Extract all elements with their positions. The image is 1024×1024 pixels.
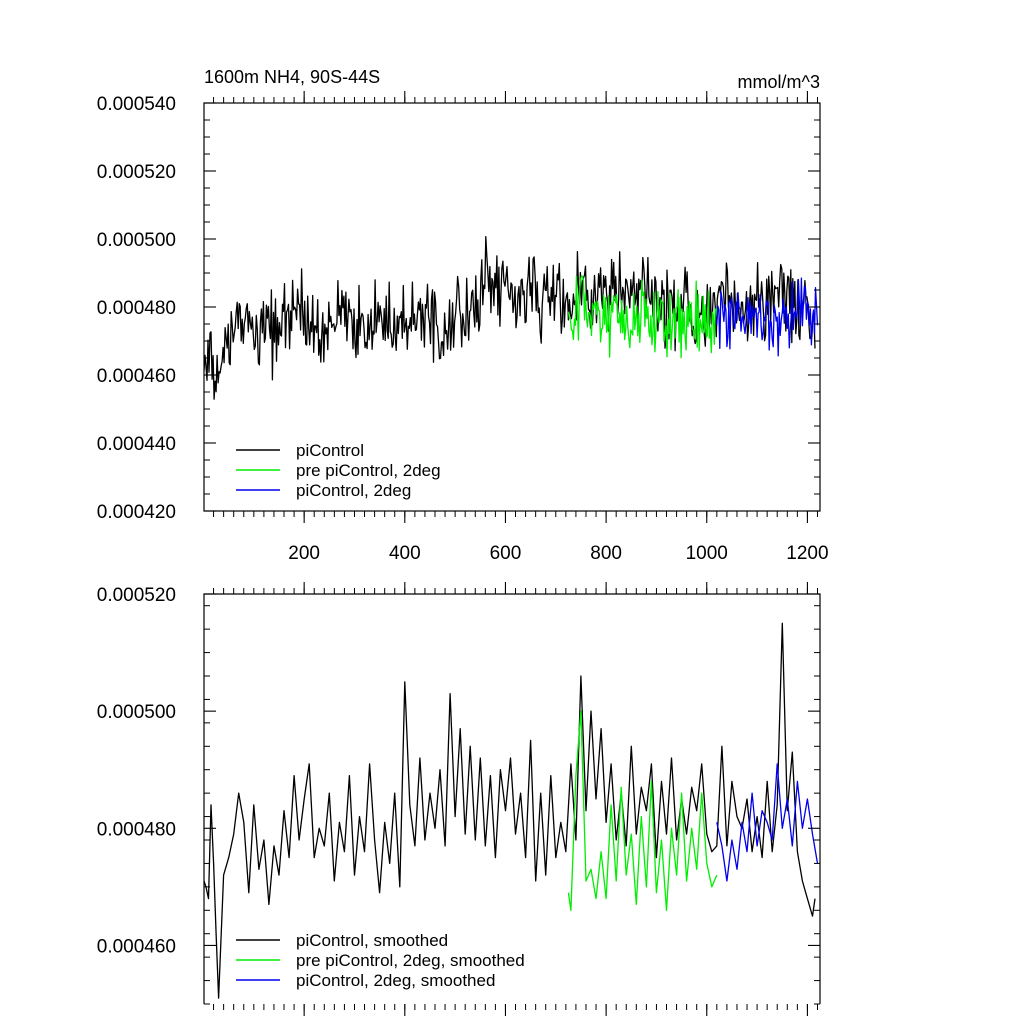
top-xtick-label: 1200: [786, 543, 828, 564]
top-ytick-label: 0.000420: [97, 502, 176, 523]
bottom-ytick-label: 0.000520: [97, 585, 176, 606]
top-legend-label-2: pre piControl, 2deg: [296, 461, 441, 480]
chart-title: 1600m NH4, 90S-44S: [204, 67, 380, 87]
top-ytick-label: 0.000440: [97, 434, 176, 455]
top-ytick-label: 0.000540: [97, 94, 176, 115]
bottom-series-line-1: [204, 622, 816, 999]
top-ytick-label: 0.000460: [97, 366, 176, 387]
bottom-series-lines: [204, 622, 819, 999]
top-series-lines: [204, 236, 819, 400]
bottom-ytick-label: 0.000480: [97, 819, 176, 840]
top-xtick-label: 1000: [686, 543, 728, 564]
bottom-legend-label-3: piControl, 2deg, smoothed: [296, 971, 495, 990]
bottom-ytick-label: 0.000500: [97, 702, 176, 723]
top-legend-label-1: piControl: [296, 441, 364, 460]
bottom-series-line-3: [716, 763, 819, 882]
bottom-axis-ticks: 0.000460 0.000480 0.000500 0.000520: [97, 582, 820, 1016]
top-legend-label-3: piControl, 2deg: [296, 481, 411, 500]
top-axis-ticks: 0.000420 0.000440 0.000460 0.000480 0.000500…: [97, 91, 829, 564]
bottom-legend-label-1: piControl, smoothed: [296, 931, 448, 950]
bottom-series-line-2: [567, 710, 718, 911]
bottom-ytick-label: 0.000460: [97, 936, 176, 957]
bottom-legend-label-2: pre piControl, 2deg, smoothed: [296, 951, 525, 970]
top-series-line-1: [204, 236, 816, 400]
top-xtick-label: 800: [590, 543, 622, 564]
top-xtick-label: 200: [288, 543, 320, 564]
top-series-line-3: [716, 277, 819, 357]
top-ytick-label: 0.000520: [97, 162, 176, 183]
top-ytick-label: 0.000500: [97, 230, 176, 251]
units-label: mmol/m^3: [738, 72, 820, 92]
bottom-chart: 0.000460 0.000480 0.000500 0.000520 piContr…: [97, 582, 821, 1016]
top-ytick-label: 0.000480: [97, 298, 176, 319]
top-xtick-label: 400: [389, 543, 421, 564]
top-series-line-2: [567, 275, 718, 359]
top-chart: 1600m NH4, 90S-44S mmol/m^3 0.0004200.00…: [97, 67, 829, 564]
top-xtick-label: 600: [490, 543, 522, 564]
bottom-plot-frame: [203, 593, 821, 1004]
